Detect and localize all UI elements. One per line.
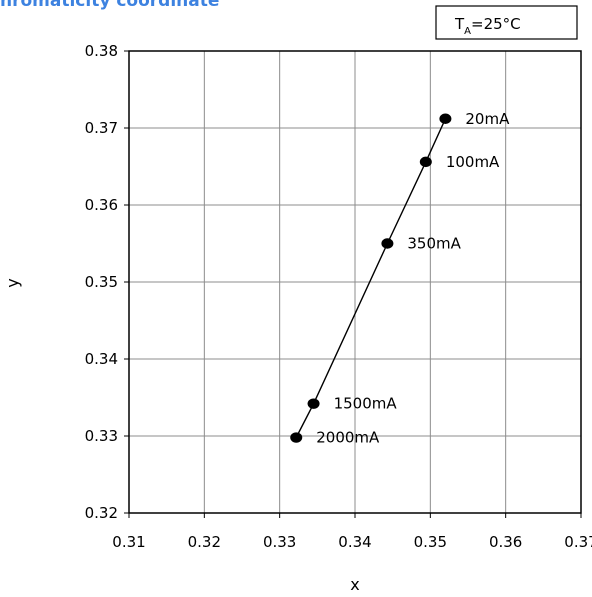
data-point	[419, 156, 432, 168]
legend-border	[435, 5, 578, 40]
chart-title: hromaticity coordinate	[0, 0, 220, 11]
data-label: 100mA	[446, 153, 500, 171]
x-tick-label: 0.34	[338, 533, 371, 551]
y-tick-label: 0.37	[85, 119, 118, 137]
data-label: 2000mA	[316, 429, 380, 447]
grid-lines	[129, 51, 581, 513]
legend-text: TA=25°C	[454, 15, 521, 37]
x-tick-label: 0.32	[188, 533, 221, 551]
x-tick-label: 0.31	[112, 533, 145, 551]
legend-box: TA=25°C	[435, 5, 578, 40]
y-tick-label: 0.38	[85, 42, 118, 60]
y-tick-label: 0.34	[85, 350, 118, 368]
x-tick-labels: 0.31 0.32 0.33 0.34 0.35 0.36 0.37	[112, 513, 592, 551]
y-tick-label: 0.36	[85, 196, 118, 214]
y-tick-label: 0.35	[85, 273, 118, 291]
x-tick-label: 0.37	[564, 533, 592, 551]
data-label: 20mA	[465, 110, 510, 128]
x-axis-label: x	[350, 575, 359, 594]
x-tick-label: 0.36	[489, 533, 522, 551]
data-label: 350mA	[407, 235, 461, 253]
y-tick-labels: 0.38 0.37 0.36 0.35 0.34 0.33 0.32	[85, 42, 129, 522]
x-tick-label: 0.33	[263, 533, 296, 551]
y-tick-label: 0.33	[85, 427, 118, 445]
data-point	[381, 238, 394, 249]
data-points	[290, 113, 452, 443]
data-point	[307, 398, 320, 409]
series-line	[295, 118, 447, 438]
data-labels: 20mA 100mA 350mA 1500mA 2000mA	[316, 110, 510, 447]
y-axis-label: y	[3, 278, 22, 287]
data-point	[290, 432, 303, 443]
data-label: 1500mA	[334, 395, 398, 413]
y-tick-label: 0.32	[85, 504, 118, 522]
x-tick-label: 0.35	[414, 533, 447, 551]
data-point	[439, 113, 452, 124]
